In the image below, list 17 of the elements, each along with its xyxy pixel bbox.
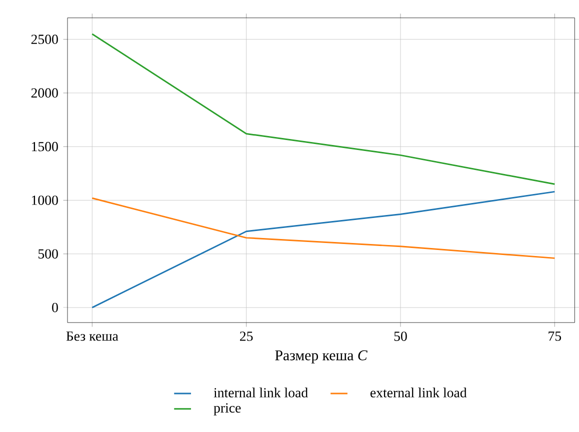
x-tick-label: 75	[548, 332, 562, 341]
line-series	[91, 33, 556, 186]
y-tick-label: 2000	[31, 88, 58, 98]
line-series	[91, 191, 556, 308]
x-axis-title: Размер кеша C	[275, 350, 368, 364]
x-tick-label: Без кеша	[66, 332, 118, 341]
x-tick-label: 50	[394, 332, 407, 342]
legend-label: external link load	[370, 388, 467, 398]
y-tick-label: 0	[52, 303, 58, 312]
legend-label: internal link load	[214, 388, 308, 398]
y-tick-label: 500	[38, 249, 58, 259]
y-tick-label: 1500	[32, 142, 58, 152]
y-tick-label: 1000	[32, 196, 58, 206]
line-series	[91, 197, 556, 260]
legend-label: price	[214, 403, 241, 416]
y-tick-label: 2500	[31, 34, 58, 44]
x-tick-label: 25	[240, 332, 253, 342]
